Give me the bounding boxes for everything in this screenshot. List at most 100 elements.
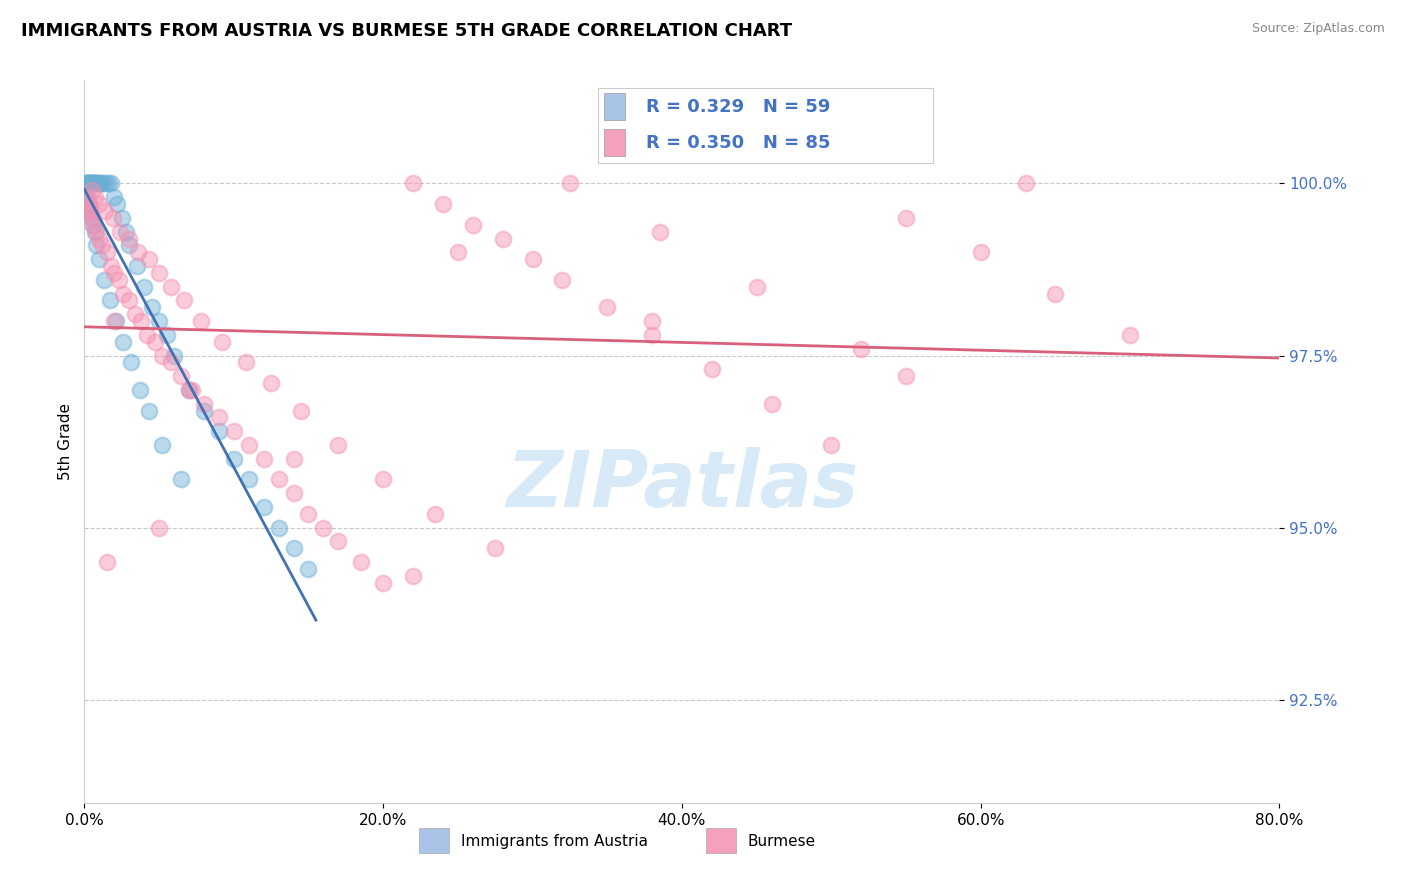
- Point: [373, 575, 395, 590]
- Point: [125, 259, 148, 273]
- Point: [894, 369, 917, 384]
- Point: [76, 177, 98, 191]
- Point: [77, 197, 100, 211]
- Point: [120, 355, 142, 369]
- Point: [290, 403, 312, 417]
- Point: [641, 327, 664, 342]
- Point: [267, 520, 290, 534]
- Point: [103, 266, 125, 280]
- Point: [118, 238, 141, 252]
- Point: [75, 183, 97, 197]
- FancyBboxPatch shape: [599, 87, 934, 163]
- Bar: [605, 128, 626, 156]
- Point: [181, 383, 204, 397]
- Point: [91, 177, 114, 191]
- Point: [238, 438, 260, 452]
- Point: [745, 279, 768, 293]
- Point: [596, 301, 619, 315]
- Point: [76, 177, 98, 191]
- Point: [82, 218, 104, 232]
- Point: [150, 438, 173, 452]
- Point: [77, 197, 100, 211]
- Point: [1014, 177, 1036, 191]
- Point: [492, 231, 515, 245]
- Point: [283, 451, 305, 466]
- Text: Burmese: Burmese: [748, 834, 815, 848]
- Point: [79, 177, 101, 191]
- Point: [283, 541, 305, 556]
- Point: [82, 177, 104, 191]
- Point: [253, 500, 276, 514]
- Point: [851, 342, 873, 356]
- Point: [328, 438, 350, 452]
- Point: [86, 177, 108, 191]
- Point: [124, 307, 146, 321]
- Point: [105, 197, 128, 211]
- Point: [80, 177, 103, 191]
- Point: [83, 177, 105, 191]
- Point: [118, 293, 141, 308]
- Point: [96, 555, 118, 569]
- Point: [641, 314, 664, 328]
- Point: [112, 334, 135, 349]
- Point: [79, 177, 101, 191]
- Point: [222, 451, 245, 466]
- Point: [89, 231, 111, 245]
- Text: Source: ZipAtlas.com: Source: ZipAtlas.com: [1251, 22, 1385, 36]
- Point: [173, 293, 195, 308]
- Point: [238, 472, 260, 486]
- Point: [160, 355, 183, 369]
- Point: [648, 225, 671, 239]
- Text: IMMIGRANTS FROM AUSTRIA VS BURMESE 5TH GRADE CORRELATION CHART: IMMIGRANTS FROM AUSTRIA VS BURMESE 5TH G…: [21, 22, 792, 40]
- Point: [160, 279, 183, 293]
- Point: [91, 238, 114, 252]
- Point: [76, 190, 98, 204]
- Point: [1119, 327, 1142, 342]
- Point: [208, 410, 231, 425]
- Point: [761, 397, 783, 411]
- Point: [148, 266, 170, 280]
- Point: [86, 238, 108, 252]
- Point: [107, 273, 129, 287]
- Point: [402, 177, 425, 191]
- Point: [402, 568, 425, 582]
- Point: [128, 383, 150, 397]
- Point: [82, 177, 104, 191]
- Point: [700, 362, 723, 376]
- Point: [155, 327, 177, 342]
- Point: [98, 293, 121, 308]
- Point: [1045, 286, 1067, 301]
- Point: [970, 245, 993, 260]
- Bar: [706, 828, 735, 854]
- Point: [138, 403, 160, 417]
- Point: [132, 279, 156, 293]
- Point: [83, 225, 105, 239]
- Point: [83, 177, 105, 191]
- Point: [129, 314, 152, 328]
- Point: [894, 211, 917, 225]
- Point: [193, 397, 215, 411]
- Point: [297, 562, 319, 576]
- Point: [89, 197, 111, 211]
- Point: [432, 197, 454, 211]
- Point: [373, 472, 395, 486]
- Point: [86, 225, 108, 239]
- Point: [312, 520, 335, 534]
- Point: [253, 451, 276, 466]
- Point: [170, 472, 193, 486]
- Point: [150, 349, 173, 363]
- Bar: [605, 93, 626, 120]
- Point: [77, 204, 100, 219]
- Point: [118, 231, 141, 245]
- Point: [103, 190, 125, 204]
- Point: [96, 245, 118, 260]
- Point: [112, 286, 135, 301]
- Point: [235, 355, 257, 369]
- Text: R = 0.350   N = 85: R = 0.350 N = 85: [647, 134, 831, 153]
- Point: [260, 376, 283, 390]
- Point: [79, 204, 101, 219]
- Y-axis label: 5th Grade: 5th Grade: [58, 403, 73, 480]
- Point: [222, 424, 245, 438]
- Point: [267, 472, 290, 486]
- Point: [190, 314, 212, 328]
